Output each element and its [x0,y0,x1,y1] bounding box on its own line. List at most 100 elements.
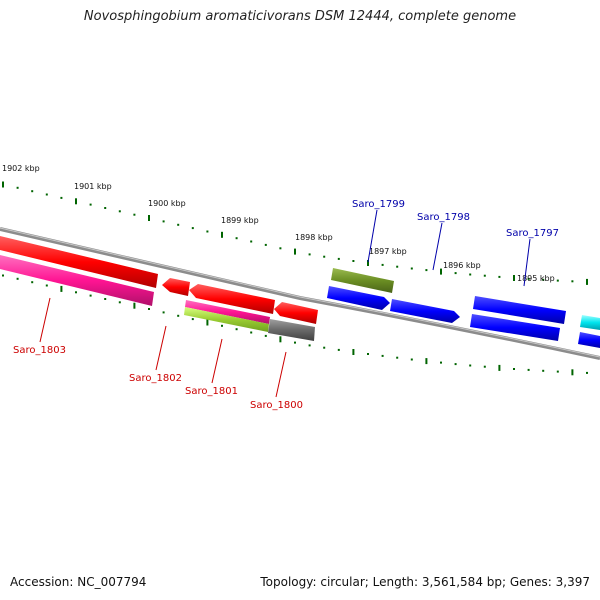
ruler-minor-tick [527,277,530,280]
ruler-minor-tick [308,253,311,256]
ruler-minor-tick [104,207,107,209]
ruler-minor-tick [235,328,238,331]
gene-feature-blue[interactable] [327,286,390,310]
gene-feature-saro-1798[interactable] [390,299,460,323]
gene-feature-blue[interactable] [578,332,600,348]
gene-label[interactable]: Saro_1801 [185,386,238,397]
gene-label[interactable]: Saro_1797 [506,228,559,239]
ruler-minor-tick [454,363,457,366]
callout-line [155,325,167,371]
ruler-minor-tick [542,278,545,281]
ruler-minor-tick [45,284,48,287]
gene-feature-saro-1799[interactable] [331,268,394,293]
ruler-minor-tick [206,230,209,233]
ruler-minor-tick [469,273,472,276]
ruler-minor-tick [45,193,48,196]
ruler-minor-tick [221,324,223,327]
callout-line [211,338,223,384]
ruler-minor-tick [133,213,136,216]
ruler-minor-tick [337,257,340,260]
kbp-label: 1901 kbp [74,182,112,191]
ruler-minor-tick [352,260,355,262]
kbp-label: 1902 kbp [2,164,40,173]
genome-backbone [0,227,600,360]
gene-feature-cyan[interactable] [580,315,600,330]
ruler-minor-tick [89,203,92,206]
ruler-minor-tick [542,369,545,372]
gene-feature-red[interactable] [274,302,318,324]
callout-line [432,222,443,271]
gene-label[interactable]: Saro_1802 [129,373,182,384]
ruler-minor-tick [31,190,34,193]
ruler-minor-tick [498,275,501,278]
ruler-major-tick [221,231,223,238]
ruler-minor-tick [177,223,180,226]
gene-feature-blue[interactable] [470,314,560,341]
callout-line [367,209,378,263]
ruler-minor-tick [571,280,574,283]
ruler-minor-tick [323,255,326,258]
gene-feature-red[interactable] [189,284,275,314]
ruler-minor-tick [513,368,515,370]
ruler-major-tick [513,275,515,281]
ruler-minor-tick [148,308,150,310]
gene-feature-saro-1797[interactable] [473,296,566,324]
ruler-major-tick [75,198,77,205]
gene-feature-saro-1801[interactable] [185,300,270,324]
ruler-minor-tick [483,365,486,368]
callout-line [39,297,51,343]
ruler-minor-tick [440,361,442,364]
topology-text: Topology: circular; Length: 3,561,584 bp… [260,575,590,589]
ruler-minor-tick [483,274,486,277]
ruler-minor-tick [16,277,19,280]
ruler-minor-tick [323,346,326,349]
ruler-minor-tick [75,291,77,294]
ruler-major-tick [498,364,501,371]
ruler-minor-tick [381,263,384,266]
gene-feature-saro-1803[interactable] [0,255,154,306]
ruler-major-tick [206,319,209,326]
ruler-minor-tick [469,364,472,367]
ruler-minor-tick [162,311,165,314]
ruler-minor-tick [118,210,121,213]
kbp-label: 1896 kbp [443,261,481,270]
gene-feature-lime[interactable] [184,307,269,332]
ruler-major-tick [440,268,442,275]
ruler-minor-tick [396,356,399,359]
kbp-label: 1900 kbp [148,199,186,208]
gene-label[interactable]: Saro_1799 [352,199,405,210]
gene-label[interactable]: Saro_1803 [13,345,66,356]
kbp-label: 1898 kbp [295,233,333,242]
ruler-minor-tick [410,358,413,361]
gene-feature-saro-1800[interactable] [268,319,315,341]
ruler-minor-tick [191,227,194,230]
ruler-major-tick [2,181,4,188]
kbp-label: 1897 kbp [369,247,407,256]
ruler-minor-tick [162,220,165,223]
ruler-minor-tick [235,237,238,240]
ruler-minor-tick [60,196,63,199]
gene-label[interactable]: Saro_1798 [417,212,470,223]
gene-label[interactable]: Saro_1800 [250,400,303,411]
kbp-label: 1899 kbp [221,216,259,225]
ruler-minor-tick [89,294,92,297]
kbp-ruler-upper [2,181,588,285]
ruler-major-tick [60,285,63,292]
ruler-major-tick [279,336,282,343]
ruler-minor-tick [527,368,530,371]
callout-line [523,238,531,287]
gene-feature-red[interactable] [0,236,158,288]
ruler-minor-tick [367,353,369,355]
ruler-minor-tick [294,341,296,344]
gene-feature-saro-1802[interactable] [162,278,190,296]
ruler-minor-tick [425,269,428,272]
ruler-minor-tick [337,348,340,351]
ruler-minor-tick [191,318,194,321]
ruler-minor-tick [264,334,267,337]
ruler-minor-tick [177,314,180,317]
ruler-minor-tick [264,243,267,246]
ruler-minor-tick [279,247,282,250]
ruler-major-tick [571,369,574,376]
ruler-minor-tick [118,301,121,304]
